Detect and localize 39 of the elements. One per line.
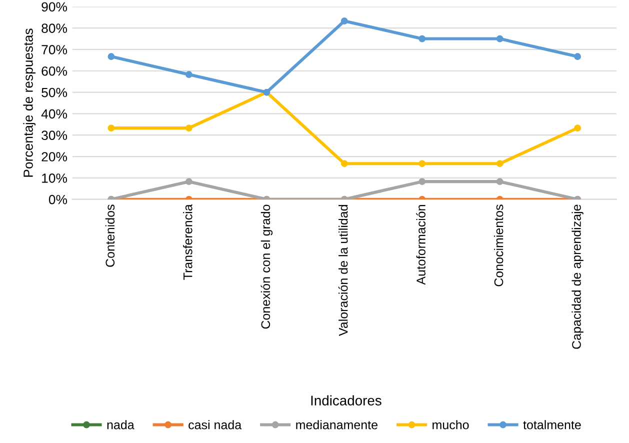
y-tick-label: 80% [42, 24, 68, 33]
legend-label: totalmente [523, 420, 581, 430]
point [418, 178, 426, 186]
y-tick-label: 20% [42, 152, 68, 162]
point [185, 178, 192, 186]
y-tick-label: 50% [42, 88, 68, 98]
x-tick-label: Capacidad de aprendizaje [572, 204, 584, 349]
point [496, 35, 504, 42]
point [340, 160, 348, 168]
legend-label: nada [107, 420, 134, 430]
y-axis-title: Porcentaje de respuestas [23, 28, 36, 177]
legend-label: medianamente [296, 420, 378, 430]
x-tick-label: Conexión con el grado [260, 204, 273, 329]
x-tick-label: Autoformación [416, 205, 426, 285]
x-tick-label: Valoración de la utilidad [338, 205, 348, 336]
point [108, 124, 115, 132]
point [185, 71, 192, 78]
point [574, 53, 582, 60]
point [574, 124, 582, 132]
y-tick-label: 30% [42, 130, 68, 140]
point [108, 53, 115, 60]
legend-label: casi nada [188, 420, 242, 430]
y-tick-label: 10% [42, 174, 68, 183]
x-axis-title: Indicadores [311, 395, 382, 406]
point [418, 35, 426, 42]
y-tick-label: 70% [42, 45, 68, 54]
point [418, 160, 426, 168]
point [496, 178, 504, 186]
point [185, 124, 192, 132]
legend-label: mucho [432, 420, 469, 430]
point [340, 18, 348, 24]
y-tick-label: 40% [41, 109, 68, 119]
y-tick-label: 0% [48, 194, 68, 204]
x-tick-label: Contenidos [105, 204, 115, 267]
x-tick-label: Conocimientos [494, 204, 504, 286]
point [496, 160, 504, 168]
x-tick-label: Transferencia [183, 204, 192, 280]
y-tick-label: 90% [42, 2, 68, 12]
y-tick-label: 60% [42, 66, 68, 76]
